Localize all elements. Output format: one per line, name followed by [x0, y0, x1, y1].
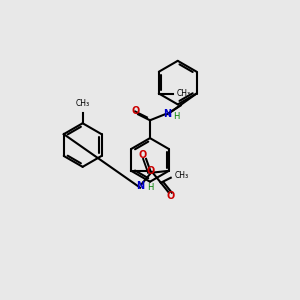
Text: H: H: [147, 183, 153, 192]
Text: N: N: [136, 181, 144, 191]
Text: O: O: [167, 190, 175, 201]
Text: CH₃: CH₃: [175, 171, 189, 180]
Text: O: O: [139, 150, 147, 160]
Text: N: N: [163, 109, 171, 119]
Text: CH₃: CH₃: [177, 89, 191, 98]
Text: H: H: [174, 112, 180, 121]
Text: CH₃: CH₃: [76, 99, 90, 108]
Text: O: O: [131, 106, 139, 116]
Text: O: O: [147, 166, 155, 176]
